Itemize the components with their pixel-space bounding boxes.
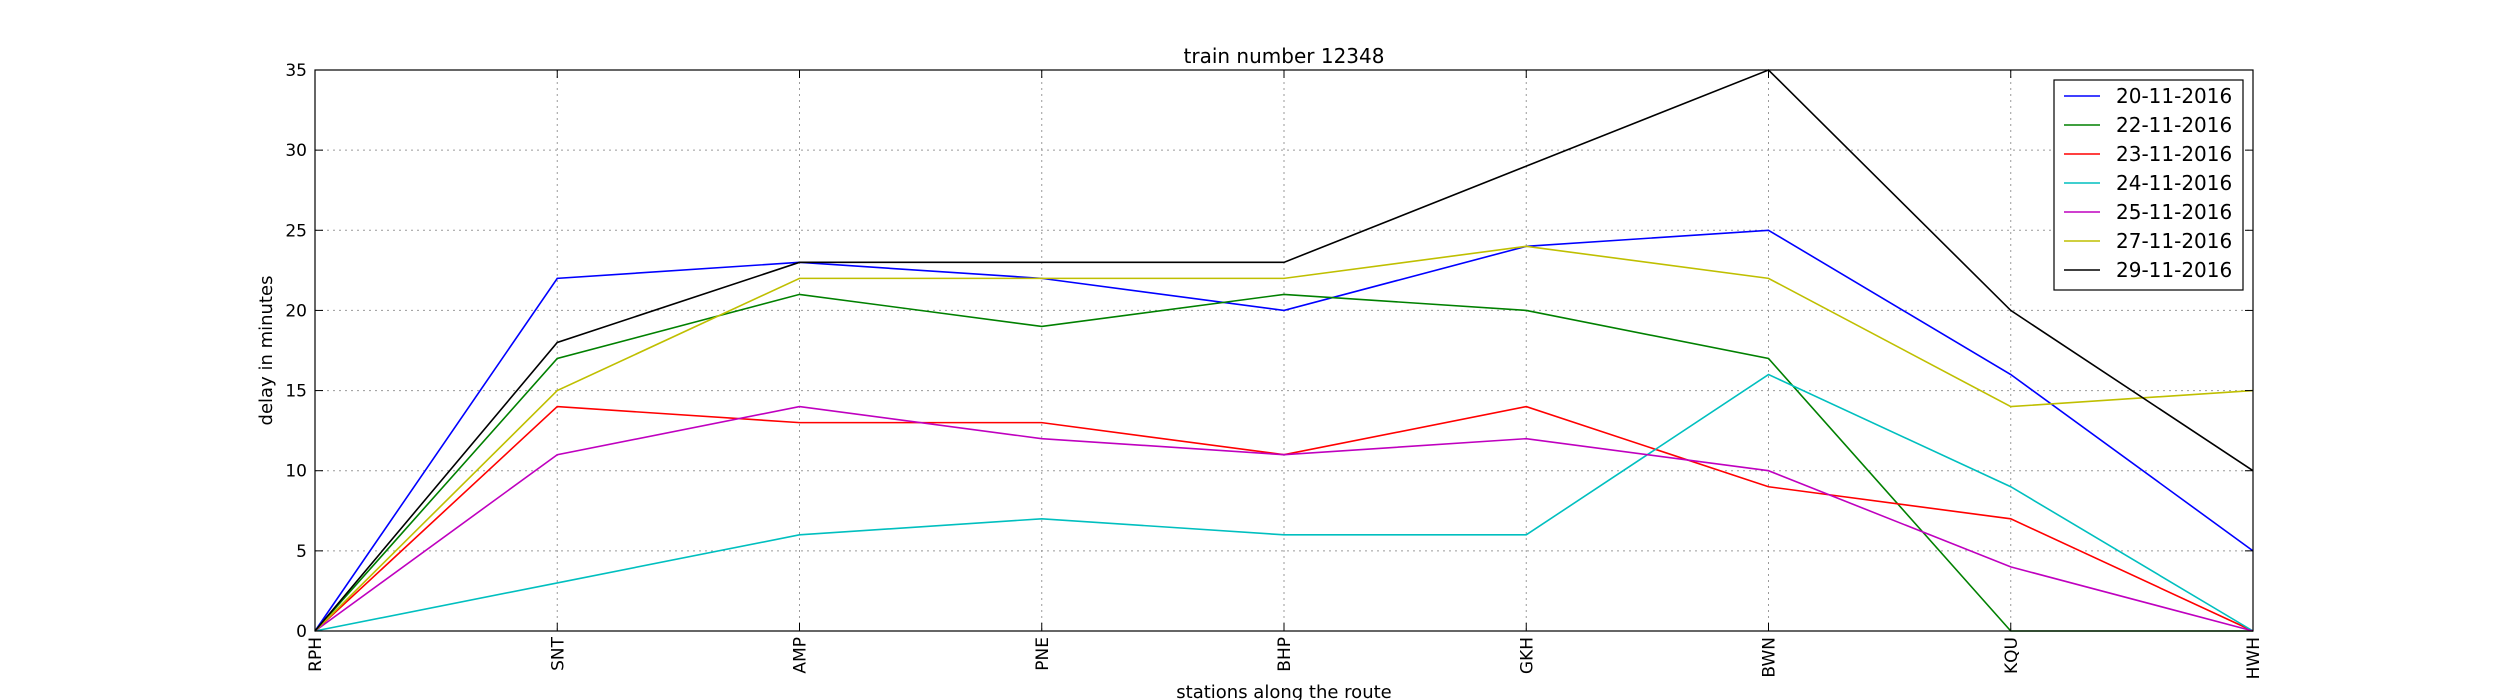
legend-label: 29-11-2016 <box>2116 258 2232 282</box>
x-tick-label: BWN <box>1760 637 1780 678</box>
legend-label: 20-11-2016 <box>2116 84 2232 108</box>
legend-label: 24-11-2016 <box>2116 171 2232 195</box>
y-tick-label: 5 <box>296 542 307 562</box>
y-tick-label: 25 <box>285 221 307 241</box>
x-axis-ticks: RPH SNT AMP PNE BHP GKH BWN KQU HWH <box>306 70 2264 679</box>
x-tick-label: BHP <box>1275 637 1295 672</box>
x-axis-title: stations along the route <box>1176 682 1391 700</box>
legend-label: 27-11-2016 <box>2116 229 2232 253</box>
y-axis-title: delay in minutes <box>256 276 277 426</box>
y-tick-label: 30 <box>285 141 307 161</box>
x-tick-label: HWH <box>2244 637 2264 679</box>
legend-label: 22-11-2016 <box>2116 113 2232 137</box>
x-tick-label: SNT <box>548 636 568 671</box>
y-tick-label: 0 <box>296 622 307 642</box>
y-axis-ticks: 0 5 10 15 20 25 30 35 <box>285 61 2253 642</box>
series-lines <box>314 69 2254 632</box>
series-line-29-11-2016 <box>314 69 2254 632</box>
series-line-22-11-2016 <box>314 293 2253 632</box>
legend-label: 23-11-2016 <box>2116 142 2232 166</box>
x-tick-label: KQU <box>2002 637 2022 674</box>
legend-label: 25-11-2016 <box>2116 200 2232 224</box>
chart-title: train number 12348 <box>1184 44 1385 68</box>
legend-box <box>2053 79 2244 291</box>
y-tick-label: 10 <box>285 462 307 482</box>
series-line-24-11-2016 <box>314 373 2254 632</box>
series-line-20-11-2016 <box>314 229 2254 632</box>
x-tick-label: RPH <box>306 637 326 672</box>
x-tick-label: AMP <box>791 637 811 674</box>
y-tick-label: 35 <box>285 61 307 81</box>
legend: 20-11-2016 22-11-2016 23-11-2016 24-11-2016… <box>2053 79 2244 291</box>
series-line-25-11-2016 <box>314 405 2254 632</box>
x-tick-label: PNE <box>1033 637 1053 671</box>
x-tick-label: GKH <box>1517 637 1537 674</box>
y-tick-label: 20 <box>285 301 307 321</box>
y-tick-label: 15 <box>285 382 307 402</box>
series-line-27-11-2016 <box>314 245 2254 632</box>
series-line-23-11-2016 <box>314 405 2254 632</box>
